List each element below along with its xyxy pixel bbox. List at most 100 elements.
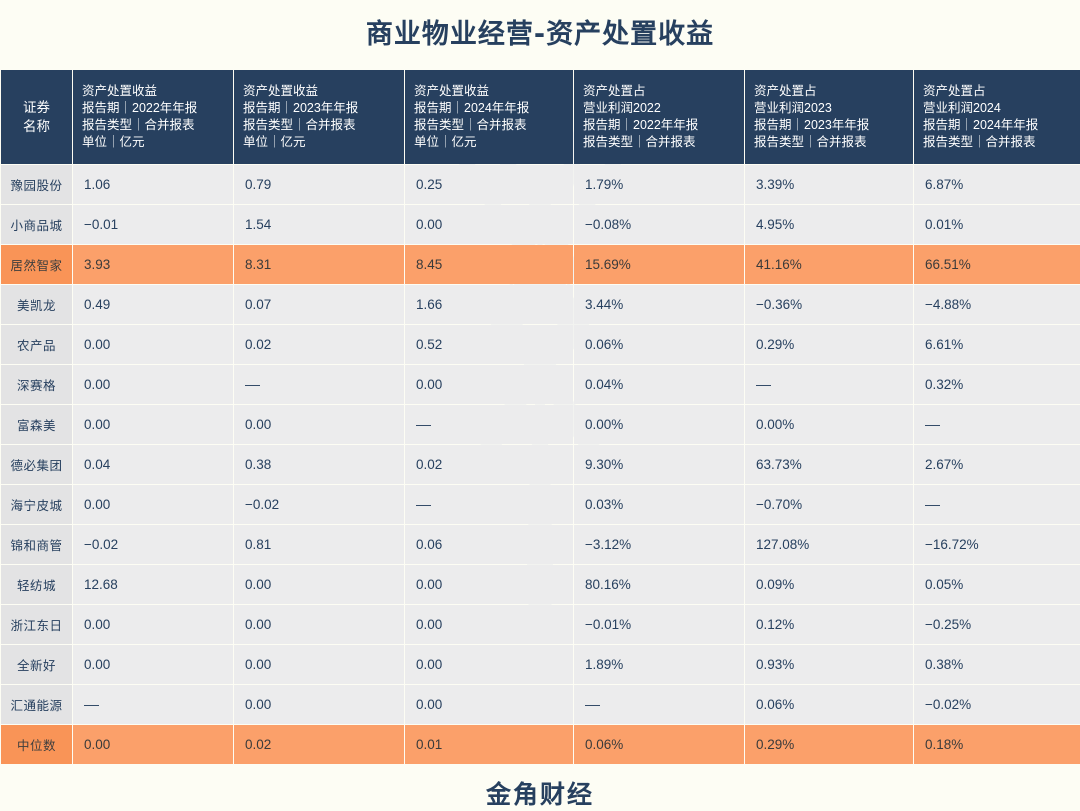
table-cell: 0.06% xyxy=(745,685,913,724)
table-row: 浙江东日 0.00 0.00 0.00 −0.01% 0.12% −0.25% xyxy=(1,605,1080,644)
table-body: 豫园股份 1.06 0.79 0.25 1.79% 3.39% 6.87% 小商品城 −0.01… xyxy=(1,165,1080,764)
header-line: 资产处置收益 xyxy=(243,84,319,98)
table-cell: 0.29% xyxy=(745,725,913,764)
column-header-disposal-gain-2024: 资产处置收益 报告期｜2024年年报 报告类型｜合并报表 单位｜亿元 xyxy=(405,70,573,164)
table-cell: 9.30% xyxy=(574,445,744,484)
header-line: 名称 xyxy=(23,119,50,134)
table-cell: 0.01 xyxy=(405,725,573,764)
table-cell: −0.02 xyxy=(73,525,233,564)
header-line: 报告期｜2022年年报 xyxy=(82,101,198,115)
table-row: 小商品城 −0.01 1.54 0.00 −0.08% 4.95% 0.01% xyxy=(1,205,1080,244)
table-cell: 41.16% xyxy=(745,245,913,284)
table-cell: −0.02 xyxy=(234,485,404,524)
row-label-security-name: 小商品城 xyxy=(1,205,72,244)
column-header-disposal-gain-2022: 资产处置收益 报告期｜2022年年报 报告类型｜合并报表 单位｜亿元 xyxy=(73,70,233,164)
table-cell: 1.66 xyxy=(405,285,573,324)
table-row: 海宁皮城 0.00 −0.02 –– 0.03% −0.70% –– xyxy=(1,485,1080,524)
table-cell: 63.73% xyxy=(745,445,913,484)
table-row: 居然智家 3.93 8.31 8.45 15.69% 41.16% 66.51% xyxy=(1,245,1080,284)
header-line: 单位｜亿元 xyxy=(82,135,145,149)
table-cell: 0.06% xyxy=(574,325,744,364)
table-cell: 0.49 xyxy=(73,285,233,324)
header-line: 营业利润2024 xyxy=(923,101,1001,115)
table-cell: −0.01 xyxy=(73,205,233,244)
table-cell: 0.00 xyxy=(234,685,404,724)
row-label-security-name: 轻纺城 xyxy=(1,565,72,604)
header-line: 单位｜亿元 xyxy=(414,135,477,149)
row-label-security-name: 中位数 xyxy=(1,725,72,764)
table-row: 德必集团 0.04 0.38 0.02 9.30% 63.73% 2.67% xyxy=(1,445,1080,484)
table-cell: 0.00 xyxy=(234,605,404,644)
table-cell: 0.12% xyxy=(745,605,913,644)
header-line: 营业利润2023 xyxy=(754,101,832,115)
table-cell: –– xyxy=(574,685,744,724)
header-line: 报告类型｜合并报表 xyxy=(754,135,867,149)
table-cell: 3.44% xyxy=(574,285,744,324)
table-cell: 0.00 xyxy=(73,365,233,404)
header-line: 资产处置占 xyxy=(923,84,986,98)
table-cell: 0.25 xyxy=(405,165,573,204)
table-cell: 0.02 xyxy=(234,725,404,764)
table-row: 农产品 0.00 0.02 0.52 0.06% 0.29% 6.61% xyxy=(1,325,1080,364)
table-row: 中位数 0.00 0.02 0.01 0.06% 0.29% 0.18% xyxy=(1,725,1080,764)
footer-logo: 金角财经 xyxy=(485,782,594,809)
table-cell: 1.06 xyxy=(73,165,233,204)
table-cell: −0.25% xyxy=(914,605,1080,644)
table-cell: −16.72% xyxy=(914,525,1080,564)
column-header-disposal-gain-2023: 资产处置收益 报告期｜2023年年报 报告类型｜合并报表 单位｜亿元 xyxy=(234,70,404,164)
table-cell: 2.67% xyxy=(914,445,1080,484)
column-header-disposal-share-2022: 资产处置占 营业利润2022 报告期｜2022年年报 报告类型｜合并报表 xyxy=(574,70,744,164)
row-label-security-name: 全新好 xyxy=(1,645,72,684)
table-cell: 0.00 xyxy=(405,685,573,724)
table-cell: 15.69% xyxy=(574,245,744,284)
table-row: 美凯龙 0.49 0.07 1.66 3.44% −0.36% −4.88% xyxy=(1,285,1080,324)
table-cell: 0.52 xyxy=(405,325,573,364)
header-line: 报告类型｜合并报表 xyxy=(414,118,527,132)
table-row: 锦和商管 −0.02 0.81 0.06 −3.12% 127.08% −16.72% xyxy=(1,525,1080,564)
row-label-security-name: 深赛格 xyxy=(1,365,72,404)
table-cell: 0.00 xyxy=(234,565,404,604)
table-cell: 0.07 xyxy=(234,285,404,324)
table-cell: 0.09% xyxy=(745,565,913,604)
table-cell: −0.36% xyxy=(745,285,913,324)
table-cell: 0.00 xyxy=(405,205,573,244)
header-line: 报告类型｜合并报表 xyxy=(82,118,195,132)
table-cell: 8.31 xyxy=(234,245,404,284)
table-cell: −0.70% xyxy=(745,485,913,524)
table-cell: 1.89% xyxy=(574,645,744,684)
table-cell: 0.04 xyxy=(73,445,233,484)
row-label-security-name: 农产品 xyxy=(1,325,72,364)
table-cell: –– xyxy=(234,365,404,404)
table-row: 富森美 0.00 0.00 –– 0.00% 0.00% –– xyxy=(1,405,1080,444)
table-cell: 0.00 xyxy=(234,405,404,444)
table-cell: −4.88% xyxy=(914,285,1080,324)
row-label-security-name: 富森美 xyxy=(1,405,72,444)
table-row: 深赛格 0.00 –– 0.00 0.04% –– 0.32% xyxy=(1,365,1080,404)
table-cell: 80.16% xyxy=(574,565,744,604)
table-cell: 0.02 xyxy=(405,445,573,484)
header-line: 报告期｜2023年年报 xyxy=(243,101,359,115)
table-cell: 0.00% xyxy=(574,405,744,444)
table-cell: 0.81 xyxy=(234,525,404,564)
table-cell: 8.45 xyxy=(405,245,573,284)
table-cell: 0.03% xyxy=(574,485,744,524)
table-cell: 0.00 xyxy=(73,485,233,524)
table-cell: 0.00 xyxy=(73,645,233,684)
table-cell: 1.79% xyxy=(574,165,744,204)
table-row: 豫园股份 1.06 0.79 0.25 1.79% 3.39% 6.87% xyxy=(1,165,1080,204)
table-cell: 0.93% xyxy=(745,645,913,684)
row-label-security-name: 锦和商管 xyxy=(1,525,72,564)
row-label-security-name: 居然智家 xyxy=(1,245,72,284)
header-line: 报告期｜2022年年报 xyxy=(583,118,699,132)
header-line: 资产处置占 xyxy=(754,84,817,98)
table-cell: 0.29% xyxy=(745,325,913,364)
table-cell: 0.06% xyxy=(574,725,744,764)
header-line: 报告期｜2024年年报 xyxy=(923,118,1039,132)
table-cell: 0.00 xyxy=(73,725,233,764)
row-label-security-name: 汇通能源 xyxy=(1,685,72,724)
table-cell: 6.61% xyxy=(914,325,1080,364)
header-line: 资产处置收益 xyxy=(414,84,490,98)
table-cell: –– xyxy=(914,405,1080,444)
header-line: 报告类型｜合并报表 xyxy=(923,135,1036,149)
table-cell: 0.38% xyxy=(914,645,1080,684)
